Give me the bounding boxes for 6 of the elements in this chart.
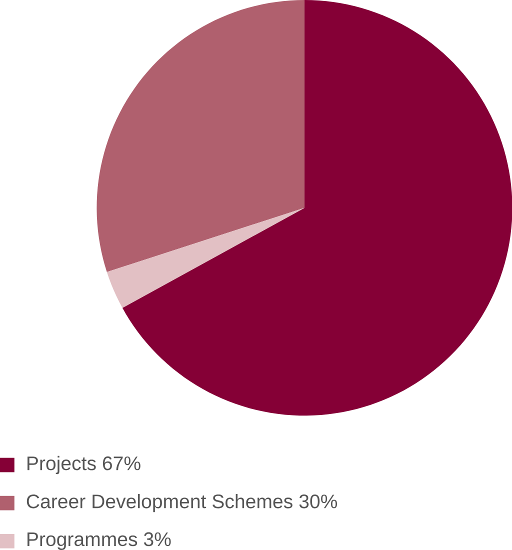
legend-label: Career Development Schemes bbox=[26, 494, 292, 512]
legend-label: Projects bbox=[27, 456, 96, 474]
data-label: 67% bbox=[102, 456, 140, 470]
legend-label: Programmes bbox=[27, 532, 137, 550]
data-label: 30% bbox=[299, 494, 337, 508]
data-label: 3% bbox=[144, 532, 171, 546]
